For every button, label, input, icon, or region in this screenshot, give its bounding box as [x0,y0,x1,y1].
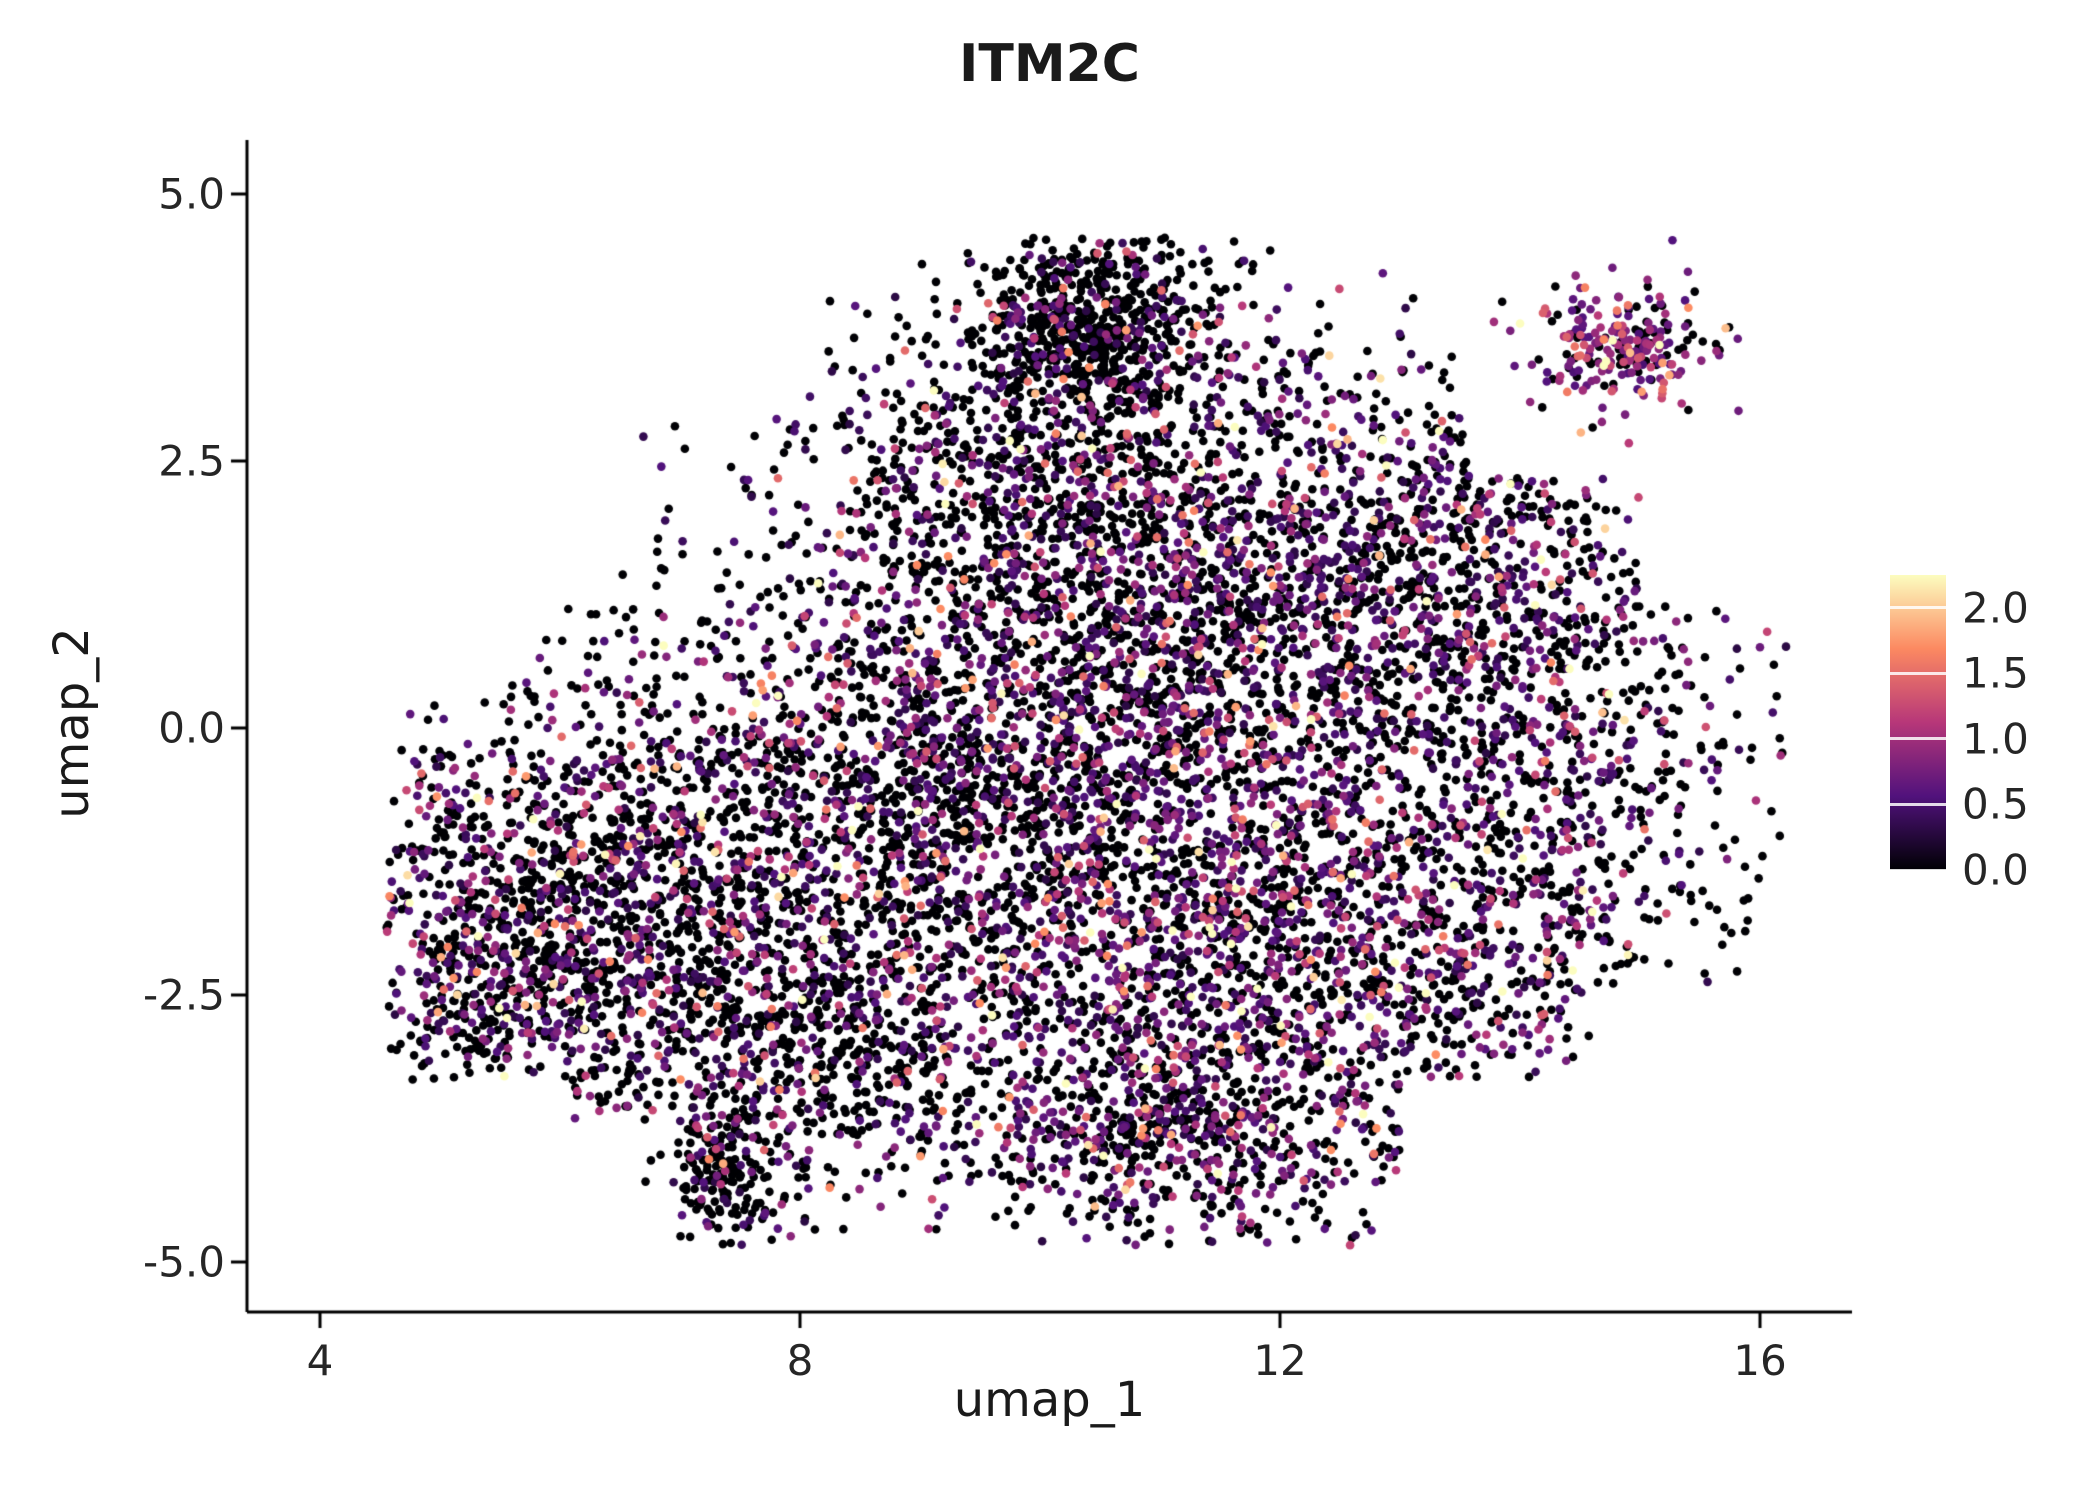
y-axis-title: umap_2 [44,627,100,819]
colorbar-tick [1890,671,1946,675]
colorbar-gradient [1890,575,1946,872]
colorbar-tick [1890,737,1946,741]
x-axis-title: umap_1 [953,1372,1146,1428]
colorbar-tick [1890,868,1946,872]
colorbar-tick [1890,606,1946,610]
colorbar-tick [1890,802,1946,806]
